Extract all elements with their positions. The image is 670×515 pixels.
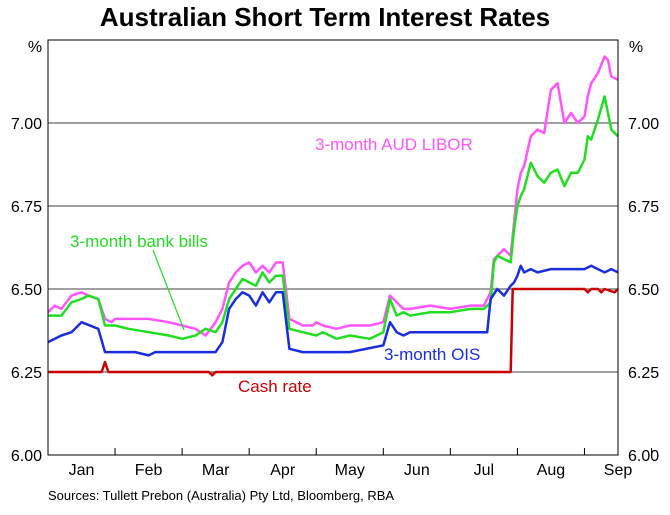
left-tick-label: 7.00 — [11, 116, 42, 133]
month-label: Jun — [404, 462, 430, 479]
left-tick-label: 6.75 — [11, 199, 42, 216]
right-tick-label: 7.00 — [628, 116, 659, 133]
month-label: Sep — [604, 462, 633, 479]
right-tick-label: 6.00 — [628, 448, 659, 465]
left-tick-label: 6.50 — [11, 282, 42, 299]
series-line-2 — [47, 264, 619, 357]
bank-bills-pointer — [152, 249, 185, 331]
month-label: Aug — [537, 462, 565, 479]
annotation-cash-rate: Cash rate — [238, 377, 312, 396]
series-line-0 — [47, 55, 619, 337]
left-unit-label: % — [28, 39, 42, 56]
series-line-3 — [48, 287, 619, 377]
right-tick-label: 6.75 — [628, 199, 659, 216]
series-line-1 — [48, 95, 619, 341]
month-label: May — [335, 462, 365, 479]
left-tick-label: 6.00 — [11, 448, 42, 465]
month-label: Jul — [474, 462, 494, 479]
left-tick-label: 6.25 — [11, 365, 42, 382]
right-tick-label: 6.25 — [628, 365, 659, 382]
annotation-bank-bills: 3-month bank bills — [70, 232, 208, 251]
right-unit-label: % — [629, 39, 643, 56]
plot-area-frame — [47, 39, 619, 456]
month-label: Feb — [135, 462, 163, 479]
annotation-ois: 3-month OIS — [384, 345, 480, 364]
annotation-libor: 3-month AUD LIBOR — [315, 135, 473, 154]
right-tick-label: 6.50 — [628, 282, 659, 299]
left-axis-ticks: 6.00 6.25 6.50 6.75 7.00 — [11, 116, 42, 465]
month-label: Mar — [202, 462, 230, 479]
source-note: Sources: Tullett Prebon (Australia) Pty … — [48, 488, 394, 503]
month-label: Jan — [69, 462, 95, 479]
series-lines — [47, 55, 619, 377]
right-axis-ticks: 6.00 6.25 6.50 6.75 7.00 — [628, 116, 659, 465]
x-axis-ticks: Jan Feb Mar Apr May Jun Jul Aug Sep — [47, 448, 653, 479]
month-label: Apr — [270, 462, 296, 479]
chart-title: Australian Short Term Interest Rates — [100, 2, 550, 32]
